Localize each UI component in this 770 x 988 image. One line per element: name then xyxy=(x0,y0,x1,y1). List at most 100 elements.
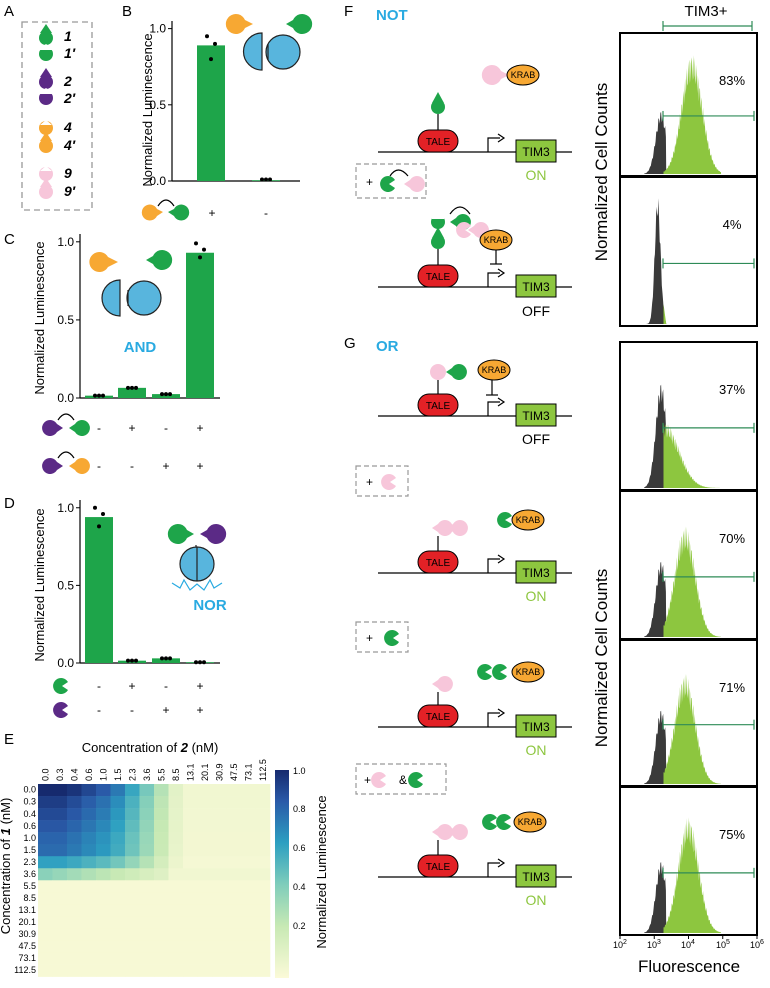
heatmap-cell xyxy=(241,916,256,929)
heatmap-cell xyxy=(241,892,256,905)
heatmap-cell xyxy=(255,904,271,917)
bar xyxy=(152,658,180,663)
data-point xyxy=(134,385,138,390)
heatmap-y-tick: 1.5 xyxy=(23,845,36,855)
heatmap-cell xyxy=(52,904,68,917)
heatmap-cell xyxy=(81,832,97,845)
tim3-gate-bracket xyxy=(662,21,753,31)
heatmap-cell xyxy=(38,916,53,929)
heatmap-cell xyxy=(168,916,184,929)
heatmap-cell xyxy=(67,892,82,905)
state-on: ON xyxy=(526,167,547,183)
heatmap-cell xyxy=(241,808,256,821)
heatmap-cell xyxy=(226,892,242,905)
c-cond: - xyxy=(164,421,168,435)
heatmap-cell xyxy=(67,784,82,797)
panel-b-ylabel: Normalized Luminescence xyxy=(140,33,155,186)
c-cond: - xyxy=(97,459,101,473)
plus-sign: + xyxy=(366,631,373,645)
nor-gate-label: NOR xyxy=(193,597,227,614)
heatmap-cell xyxy=(197,952,213,965)
heatmap-cell xyxy=(241,952,256,965)
heatmap-cell xyxy=(125,808,140,821)
data-point xyxy=(164,392,168,397)
legend-motif-9 xyxy=(39,166,53,199)
heatmap-cell xyxy=(96,784,111,797)
negative-population xyxy=(643,710,667,784)
y-tick-label: 0.5 xyxy=(149,98,166,112)
heatmap-cell xyxy=(168,796,184,809)
heatmap-cell xyxy=(52,940,68,953)
legend-motif-1 xyxy=(39,24,53,61)
y-tick-label: 0.0 xyxy=(57,391,74,405)
heatmap-cell xyxy=(67,808,82,821)
krab-label: KRAB xyxy=(516,515,541,525)
heatmap-cell xyxy=(96,796,111,809)
data-point xyxy=(160,392,164,397)
heatmap-y-tick: 73.1 xyxy=(18,953,36,963)
heatmap-x-tick: 8.5 xyxy=(171,768,181,781)
c-cond: + xyxy=(128,421,135,435)
data-point xyxy=(101,511,105,516)
tale-label: TALE xyxy=(426,137,451,148)
state-off: OFF xyxy=(522,303,550,319)
bar xyxy=(186,252,214,398)
positive-population xyxy=(663,304,667,324)
d-cond: + xyxy=(128,679,135,693)
heatmap-cell xyxy=(125,940,140,953)
heatmap-cell xyxy=(67,952,82,965)
heatmap-cell xyxy=(241,880,256,893)
heatmap-cell xyxy=(81,868,97,881)
heatmap-x-tick: 73.1 xyxy=(243,763,253,781)
heatmap-cell xyxy=(139,904,155,917)
heatmap-cell xyxy=(67,832,82,845)
heatmap-cell xyxy=(212,964,227,977)
heatmap-cell xyxy=(212,880,227,893)
flow-panel-frame xyxy=(619,176,758,327)
panel-d-cond1-icon xyxy=(53,678,68,694)
bar xyxy=(197,45,225,181)
heatmap-cell xyxy=(38,928,53,941)
heatmap-cell xyxy=(139,832,155,845)
heatmap-cell xyxy=(125,856,140,869)
heatmap-y-tick: 13.1 xyxy=(18,905,36,915)
heatmap-cell xyxy=(52,808,68,821)
gate-percent: 83% xyxy=(719,73,745,88)
heatmap-cell xyxy=(52,856,68,869)
heatmap-cell xyxy=(38,832,53,845)
heatmap-cell xyxy=(183,808,198,821)
heatmap-cell xyxy=(212,916,227,929)
heatmap-cell xyxy=(197,856,213,869)
heatmap-cell xyxy=(52,892,68,905)
heatmap-cell xyxy=(67,868,82,881)
heatmap-y-tick: 5.5 xyxy=(23,881,36,891)
heatmap-x-tick: 0.4 xyxy=(69,768,79,781)
panel-b-label: B xyxy=(122,3,132,20)
heatmap-cell xyxy=(110,856,126,869)
data-point xyxy=(126,385,130,390)
heatmap-cell xyxy=(38,784,53,797)
heatmap-cell xyxy=(125,868,140,881)
legend-label: 2 xyxy=(63,73,72,89)
cbar-tick: 0.6 xyxy=(293,843,306,853)
heatmap-cell xyxy=(110,940,126,953)
heatmap-cell xyxy=(110,964,126,977)
heatmap-cell xyxy=(168,904,184,917)
heatmap-cell xyxy=(255,808,271,821)
heatmap-cell xyxy=(81,820,97,833)
heatmap-ylabel: Concentration of 1 (nM) xyxy=(0,798,13,935)
heatmap-cell xyxy=(125,796,140,809)
heatmap-y-tick: 1.0 xyxy=(23,833,36,843)
panel-d-chart: 0.0 0.5 1.0 xyxy=(57,500,220,670)
heatmap-cell xyxy=(81,904,97,917)
heatmap-cell xyxy=(255,856,271,869)
g-input-box-3: + & xyxy=(355,763,447,795)
c-cond: + xyxy=(196,421,203,435)
panel-c-ylabel: Normalized Luminescence xyxy=(32,241,47,394)
cbar-tick: 0.4 xyxy=(293,882,306,892)
heatmap-cell xyxy=(110,820,126,833)
state-label: ON xyxy=(526,892,547,908)
heatmap-cell xyxy=(139,964,155,977)
data-point xyxy=(198,255,202,260)
plus-sign: + xyxy=(366,475,373,489)
